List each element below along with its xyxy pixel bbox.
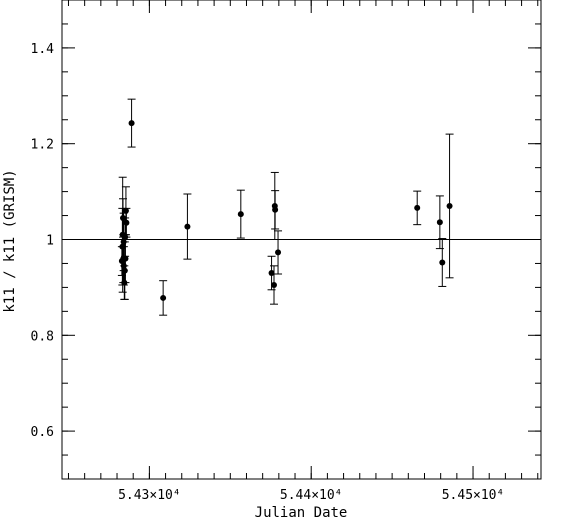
data-point: [270, 282, 277, 289]
data-point: [120, 238, 127, 245]
y-tick-label: 0.6: [31, 425, 54, 440]
y-tick-labels: 0.6 0.8 1 1.2 1.4: [31, 42, 55, 440]
x-tick-label: 5.44×10⁴: [280, 488, 343, 503]
y-tick-label: 1: [46, 234, 54, 249]
data-points: [118, 120, 453, 301]
x-tick-label: 5.43×10⁴: [118, 488, 181, 503]
data-point: [414, 204, 421, 211]
data-point: [237, 211, 244, 218]
x-axis-label: Julian Date: [255, 505, 348, 521]
data-point: [121, 267, 128, 274]
data-point: [123, 219, 130, 226]
data-point: [436, 219, 443, 226]
data-point: [268, 270, 275, 277]
y-tick-label: 1.4: [31, 42, 55, 57]
data-point: [122, 255, 129, 262]
y-axis-label: k11 / k11 (GRISM): [2, 169, 18, 312]
data-point: [119, 243, 126, 250]
x-tick-label: 5.45×10⁴: [442, 488, 505, 503]
y-tick-label: 1.2: [31, 138, 54, 153]
data-point: [122, 234, 129, 241]
data-point: [272, 206, 279, 213]
x-tick-labels: 5.43×10⁴ 5.44×10⁴ 5.45×10⁴: [118, 488, 504, 503]
data-point: [446, 202, 453, 209]
data-point: [439, 259, 446, 266]
data-point: [184, 223, 191, 230]
error-bars: [117, 98, 454, 316]
data-point: [128, 120, 135, 127]
data-point: [122, 207, 129, 214]
data-point: [160, 294, 167, 301]
y-tick-label: 0.8: [31, 329, 54, 344]
data-point: [121, 279, 128, 286]
data-point: [120, 214, 127, 221]
data-point: [120, 262, 127, 269]
data-point: [275, 249, 282, 256]
